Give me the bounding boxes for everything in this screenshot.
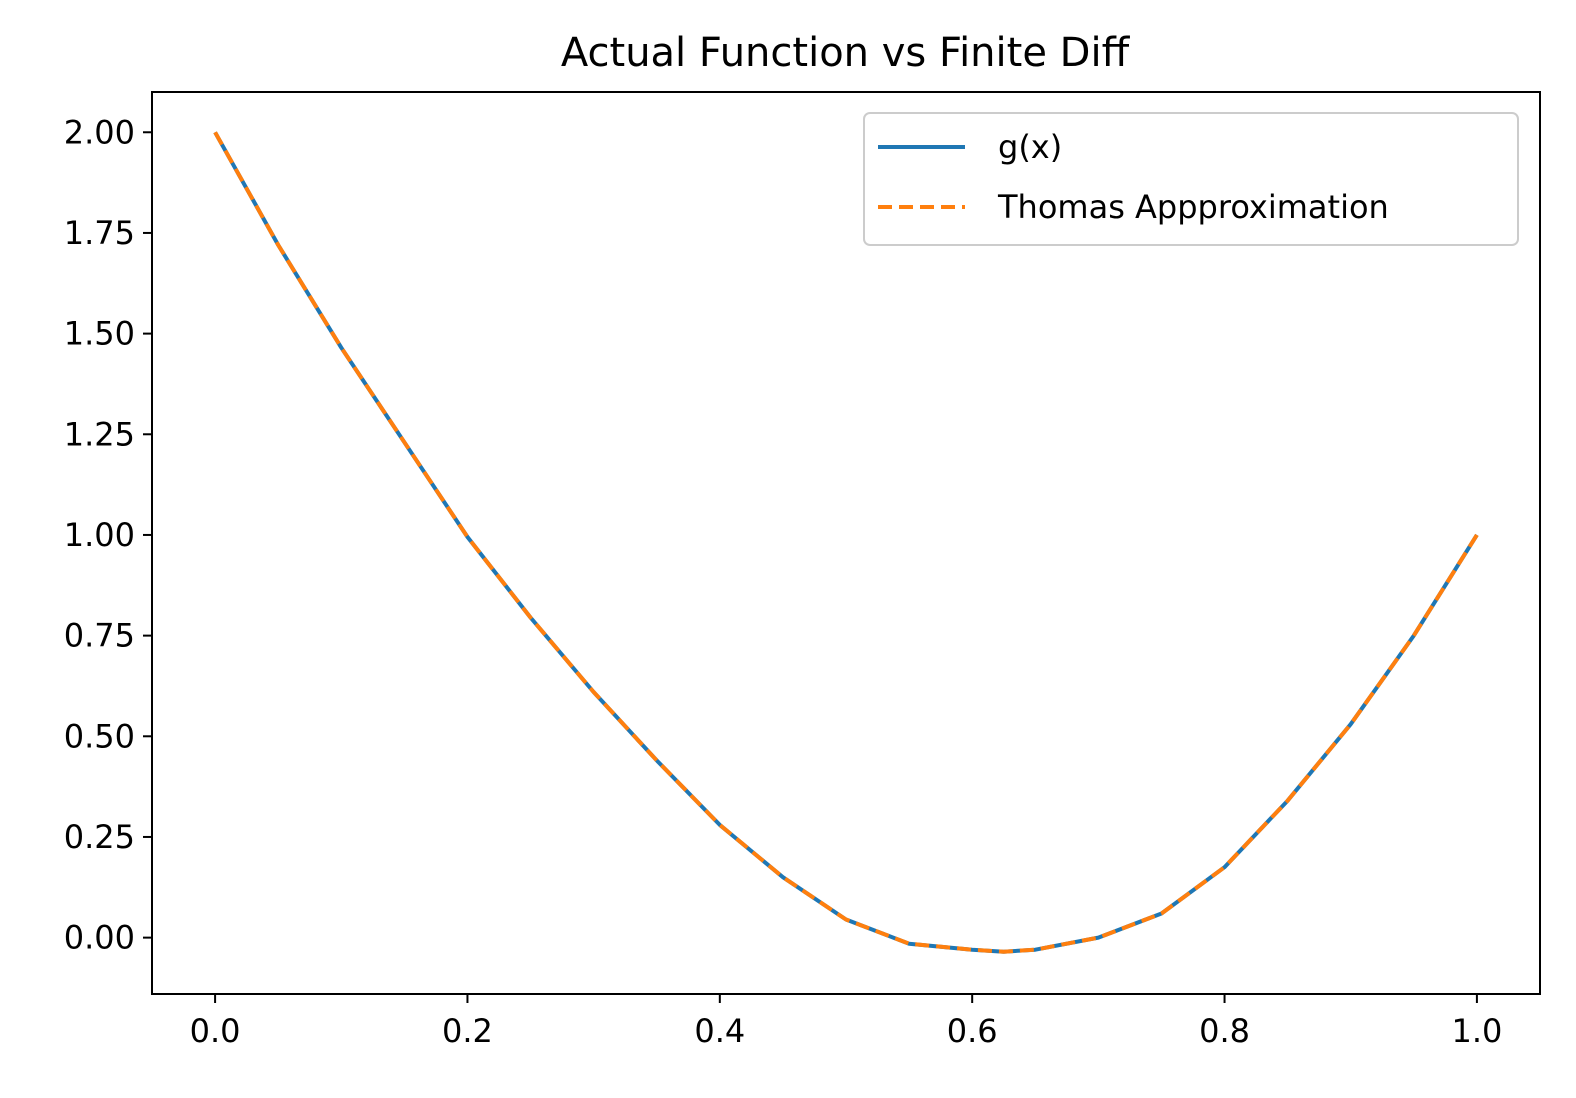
y-tick-label: 2.00: [64, 113, 135, 151]
series-line-1: [213, 131, 1479, 954]
y-tick-label: 0.50: [64, 717, 135, 755]
chart-title: Actual Function vs Finite Diff: [561, 30, 1131, 76]
x-tick-label: 0.4: [694, 1012, 745, 1050]
legend: g(x) Thomas Appproximation: [863, 112, 1519, 246]
x-tick-label: 0.0: [190, 1012, 241, 1050]
y-tick-label: 0.75: [64, 617, 135, 655]
y-tick-label: 1.75: [64, 214, 135, 252]
legend-label-thomas-approximation: Thomas Appproximation: [997, 188, 1389, 226]
x-axis: 0.0 0.2 0.4 0.6 0.8 1.0: [190, 994, 1502, 1050]
plot-area-frame: [151, 91, 1541, 995]
x-tick-label: 1.0: [1451, 1012, 1502, 1050]
y-axis: 0.00 0.25 0.50 0.75 1.00 1.25 1.50 1.75 2.00: [64, 113, 152, 957]
series-line-0: [213, 131, 1479, 954]
y-tick-label: 1.00: [64, 516, 135, 554]
y-tick-label: 0.25: [64, 818, 135, 856]
series-layer: [213, 131, 1479, 954]
y-tick-label: 1.25: [64, 415, 135, 453]
x-tick-label: 0.6: [947, 1012, 998, 1050]
x-tick-label: 0.8: [1199, 1012, 1250, 1050]
y-tick-label: 1.50: [64, 315, 135, 353]
legend-label-g-x: g(x): [998, 128, 1062, 166]
legend-box: [863, 112, 1519, 246]
y-tick-label: 0.00: [64, 919, 135, 957]
x-tick-label: 0.2: [442, 1012, 493, 1050]
